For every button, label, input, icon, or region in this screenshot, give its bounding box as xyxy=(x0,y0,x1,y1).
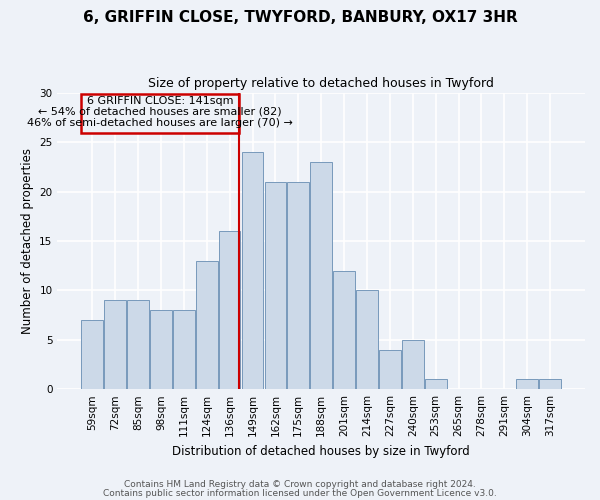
Text: 6, GRIFFIN CLOSE, TWYFORD, BANBURY, OX17 3HR: 6, GRIFFIN CLOSE, TWYFORD, BANBURY, OX17… xyxy=(83,10,517,25)
Text: 46% of semi-detached houses are larger (70) →: 46% of semi-detached houses are larger (… xyxy=(27,118,293,128)
Bar xyxy=(219,231,241,389)
Y-axis label: Number of detached properties: Number of detached properties xyxy=(21,148,34,334)
Bar xyxy=(196,261,218,389)
Bar xyxy=(127,300,149,389)
Bar xyxy=(379,350,401,389)
Bar xyxy=(265,182,286,389)
Bar xyxy=(310,162,332,389)
Bar xyxy=(356,290,378,389)
Text: 6 GRIFFIN CLOSE: 141sqm: 6 GRIFFIN CLOSE: 141sqm xyxy=(87,96,233,106)
Bar xyxy=(425,380,446,389)
Text: Contains public sector information licensed under the Open Government Licence v3: Contains public sector information licen… xyxy=(103,488,497,498)
Bar xyxy=(104,300,126,389)
Bar xyxy=(287,182,309,389)
FancyBboxPatch shape xyxy=(81,94,239,132)
Text: Contains HM Land Registry data © Crown copyright and database right 2024.: Contains HM Land Registry data © Crown c… xyxy=(124,480,476,489)
X-axis label: Distribution of detached houses by size in Twyford: Distribution of detached houses by size … xyxy=(172,444,470,458)
Bar xyxy=(173,310,195,389)
Bar xyxy=(150,310,172,389)
Bar xyxy=(402,340,424,389)
Bar xyxy=(517,380,538,389)
Text: ← 54% of detached houses are smaller (82): ← 54% of detached houses are smaller (82… xyxy=(38,107,282,117)
Bar xyxy=(539,380,561,389)
Bar xyxy=(333,270,355,389)
Bar xyxy=(82,320,103,389)
Title: Size of property relative to detached houses in Twyford: Size of property relative to detached ho… xyxy=(148,78,494,90)
Bar xyxy=(242,152,263,389)
